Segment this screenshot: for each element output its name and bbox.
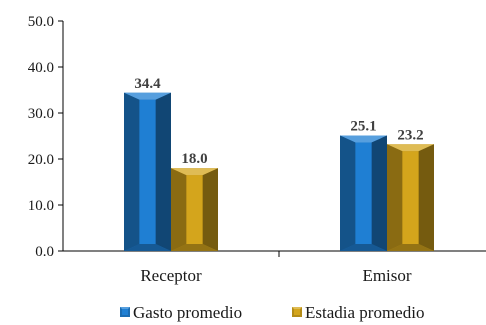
legend-swatch [120,307,130,317]
x-tick-label: Receptor [140,266,202,285]
data-label: 34.4 [134,76,161,92]
y-tick-label: 40.0 [28,60,54,76]
chart-legend: Gasto promedio Estadia promedio [120,303,424,322]
data-label: 25.1 [350,119,376,135]
y-tick-label: 30.0 [28,106,54,122]
chart-bars [124,92,434,251]
bar-gasto-receptor [124,92,171,251]
y-tick-label: 10.0 [28,198,54,214]
legend-swatch [292,307,302,317]
legend-label: Gasto promedio [133,303,242,322]
bar-gasto-emisor [340,135,387,251]
bar-estadia-receptor [171,168,218,251]
x-tick-label: Emisor [362,266,411,285]
bar-estadia-emisor [387,144,434,251]
data-label: 18.0 [181,151,207,167]
y-tick-label: 50.0 [28,14,54,30]
y-tick-label: 20.0 [28,152,54,168]
chart-labels: 34.4 18.0 Receptor 25.1 23.2 Emisor [134,76,423,285]
y-tick-label: 0.0 [35,244,54,260]
legend-label: Estadia promedio [305,303,424,322]
data-label: 23.2 [397,127,423,143]
